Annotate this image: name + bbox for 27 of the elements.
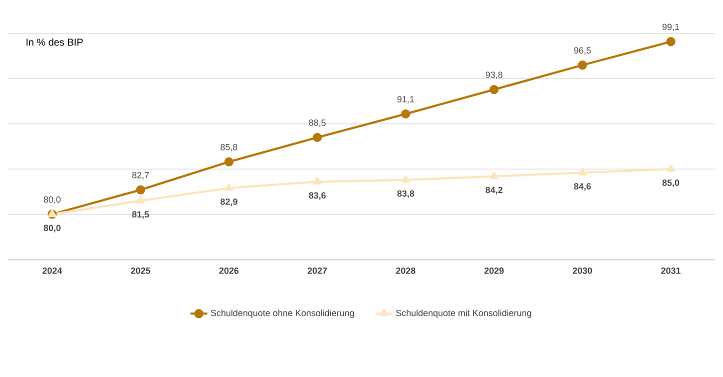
data-label: 83,8	[397, 190, 414, 198]
data-label: 85,8	[220, 144, 238, 152]
x-tick-label: 2029	[484, 268, 504, 274]
x-tick-label: 2028	[396, 268, 416, 274]
data-label: 88,5	[308, 120, 326, 127]
x-tick-label: 2025	[130, 268, 150, 274]
data-label: 82,7	[132, 172, 149, 180]
data-label: 83,6	[308, 192, 326, 200]
data-label: 91,1	[397, 96, 414, 104]
x-tick-label: 2026	[219, 268, 239, 274]
data-label: 80,0	[44, 196, 61, 204]
data-label: 99,1	[662, 24, 680, 32]
data-label: 81,5	[132, 211, 150, 219]
data-label: 93,8	[486, 72, 502, 80]
x-tick-label: 2027	[308, 268, 327, 274]
x-tick-label: 2030	[572, 268, 592, 274]
legend-label: Schuldenquote ohne Konsolidierung	[210, 310, 354, 318]
data-label: 80,0	[44, 224, 61, 232]
x-tick-label: 2024	[42, 268, 62, 274]
data-label: 84,2	[486, 186, 502, 194]
data-label: 85,0	[662, 180, 680, 188]
data-label: 84,6	[574, 183, 591, 191]
chart-title: In % des BIP	[26, 38, 83, 46]
x-tick-label: 2031	[661, 268, 681, 274]
data-label: 96,5	[574, 47, 591, 55]
legend-label: Schuldenquote mit Konsolidierung	[396, 310, 532, 318]
data-label: 82,9	[220, 198, 238, 206]
